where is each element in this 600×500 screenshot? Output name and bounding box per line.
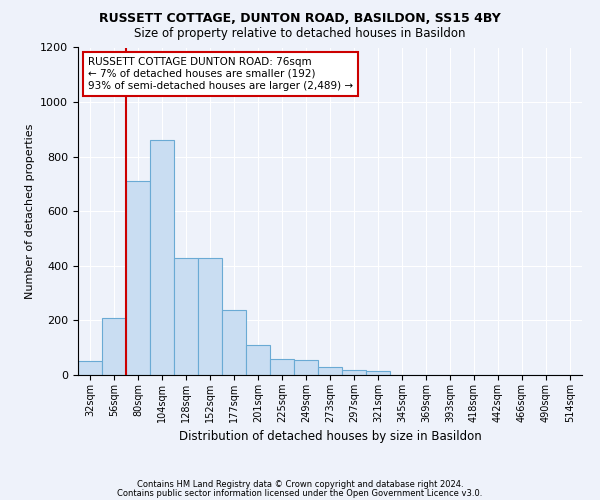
X-axis label: Distribution of detached houses by size in Basildon: Distribution of detached houses by size … <box>179 430 481 444</box>
Bar <box>270 358 294 375</box>
Bar <box>294 360 318 375</box>
Text: Contains public sector information licensed under the Open Government Licence v3: Contains public sector information licen… <box>118 488 482 498</box>
Bar <box>246 345 270 375</box>
Bar <box>342 370 366 375</box>
Bar <box>150 140 174 375</box>
Bar <box>174 258 198 375</box>
Bar <box>222 310 246 375</box>
Bar <box>366 371 390 375</box>
Bar <box>102 318 126 375</box>
Text: RUSSETT COTTAGE DUNTON ROAD: 76sqm
← 7% of detached houses are smaller (192)
93%: RUSSETT COTTAGE DUNTON ROAD: 76sqm ← 7% … <box>88 58 353 90</box>
Bar <box>126 181 150 375</box>
Bar <box>198 258 222 375</box>
Y-axis label: Number of detached properties: Number of detached properties <box>25 124 35 299</box>
Text: Contains HM Land Registry data © Crown copyright and database right 2024.: Contains HM Land Registry data © Crown c… <box>137 480 463 489</box>
Bar <box>318 367 342 375</box>
Text: RUSSETT COTTAGE, DUNTON ROAD, BASILDON, SS15 4BY: RUSSETT COTTAGE, DUNTON ROAD, BASILDON, … <box>99 12 501 26</box>
Text: Size of property relative to detached houses in Basildon: Size of property relative to detached ho… <box>134 28 466 40</box>
Bar <box>78 362 102 375</box>
